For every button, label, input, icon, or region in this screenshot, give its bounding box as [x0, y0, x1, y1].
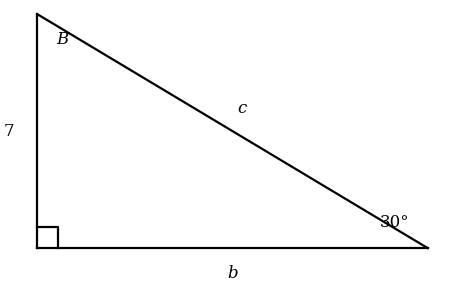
Text: 7: 7: [3, 123, 14, 140]
Text: b: b: [227, 265, 238, 282]
Text: B: B: [56, 31, 68, 48]
Text: 30°: 30°: [379, 214, 409, 231]
Text: c: c: [237, 100, 246, 117]
